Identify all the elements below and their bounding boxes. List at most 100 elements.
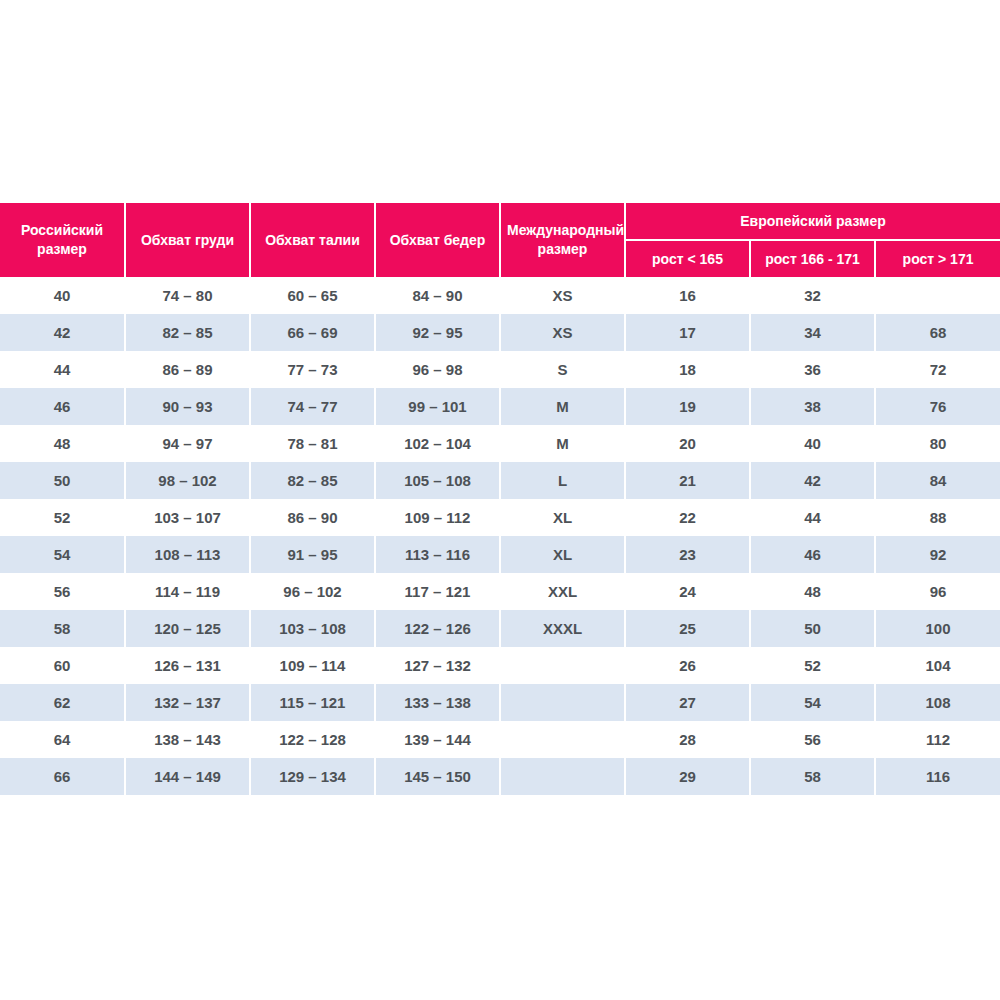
table-cell: XS bbox=[500, 314, 625, 351]
table-row: 64138 – 143122 – 128139 – 1442856112 bbox=[0, 721, 1000, 758]
table-cell bbox=[875, 277, 1000, 314]
table-cell: M bbox=[500, 425, 625, 462]
table-cell: L bbox=[500, 462, 625, 499]
table-cell: 120 – 125 bbox=[125, 610, 250, 647]
table-cell: 58 bbox=[0, 610, 125, 647]
table-cell: 32 bbox=[750, 277, 875, 314]
table-cell: 138 – 143 bbox=[125, 721, 250, 758]
table-cell: 48 bbox=[750, 573, 875, 610]
column-header-height-over-171: рост > 171 bbox=[875, 240, 1000, 277]
table-cell: 38 bbox=[750, 388, 875, 425]
table-cell: 96 bbox=[875, 573, 1000, 610]
table-cell: 109 – 112 bbox=[375, 499, 500, 536]
table-cell: 42 bbox=[0, 314, 125, 351]
table-cell: 109 – 114 bbox=[250, 647, 375, 684]
table-cell: 90 – 93 bbox=[125, 388, 250, 425]
table-cell: 17 bbox=[625, 314, 750, 351]
table-cell: 19 bbox=[625, 388, 750, 425]
table-cell: 88 bbox=[875, 499, 1000, 536]
table-row: 4486 – 8977 – 7396 – 98S183672 bbox=[0, 351, 1000, 388]
table-row: 4690 – 9374 – 7799 – 101M193876 bbox=[0, 388, 1000, 425]
table-cell: 26 bbox=[625, 647, 750, 684]
table-cell: 74 – 77 bbox=[250, 388, 375, 425]
table-cell: 122 – 128 bbox=[250, 721, 375, 758]
table-cell: 40 bbox=[750, 425, 875, 462]
table-cell: 68 bbox=[875, 314, 1000, 351]
table-cell: 72 bbox=[875, 351, 1000, 388]
table-cell: 24 bbox=[625, 573, 750, 610]
table-cell: 54 bbox=[750, 684, 875, 721]
table-cell: 127 – 132 bbox=[375, 647, 500, 684]
table-cell: 27 bbox=[625, 684, 750, 721]
table-cell: 56 bbox=[0, 573, 125, 610]
table-cell: 60 bbox=[0, 647, 125, 684]
table-cell: 112 bbox=[875, 721, 1000, 758]
table-cell: 114 – 119 bbox=[125, 573, 250, 610]
table-cell bbox=[500, 684, 625, 721]
table-row: 60126 – 131109 – 114127 – 1322652104 bbox=[0, 647, 1000, 684]
table-cell: 92 bbox=[875, 536, 1000, 573]
table-cell: 22 bbox=[625, 499, 750, 536]
table-cell: 84 bbox=[875, 462, 1000, 499]
table-cell: 133 – 138 bbox=[375, 684, 500, 721]
table-cell: 115 – 121 bbox=[250, 684, 375, 721]
table-cell: 21 bbox=[625, 462, 750, 499]
table-row: 4074 – 8060 – 6584 – 90XS1632 bbox=[0, 277, 1000, 314]
table-cell: 58 bbox=[750, 758, 875, 795]
table-row: 4894 – 9778 – 81102 – 104M204080 bbox=[0, 425, 1000, 462]
table-cell: 77 – 73 bbox=[250, 351, 375, 388]
table-cell: 76 bbox=[875, 388, 1000, 425]
table-row: 66144 – 149129 – 134145 – 1502958116 bbox=[0, 758, 1000, 795]
table-cell: 104 bbox=[875, 647, 1000, 684]
table-cell: 80 bbox=[875, 425, 1000, 462]
table-cell: 48 bbox=[0, 425, 125, 462]
table-cell: 50 bbox=[750, 610, 875, 647]
table-row: 52103 – 10786 – 90109 – 112XL224488 bbox=[0, 499, 1000, 536]
table-cell: 105 – 108 bbox=[375, 462, 500, 499]
table-cell: 144 – 149 bbox=[125, 758, 250, 795]
table-cell: 86 – 89 bbox=[125, 351, 250, 388]
column-header-waist: Обхват талии bbox=[250, 203, 375, 277]
table-cell bbox=[500, 647, 625, 684]
column-header-hips: Обхват бедер bbox=[375, 203, 500, 277]
table-cell bbox=[500, 758, 625, 795]
table-cell: 28 bbox=[625, 721, 750, 758]
table-cell: 52 bbox=[750, 647, 875, 684]
table-cell: 96 – 98 bbox=[375, 351, 500, 388]
column-header-height-under-165: рост < 165 bbox=[625, 240, 750, 277]
table-header: Российский размер Обхват груди Обхват та… bbox=[0, 203, 1000, 277]
table-cell: 42 bbox=[750, 462, 875, 499]
table-cell: 94 – 97 bbox=[125, 425, 250, 462]
table-row: 5098 – 10282 – 85105 – 108L214284 bbox=[0, 462, 1000, 499]
table-cell: 60 – 65 bbox=[250, 277, 375, 314]
table-cell: 99 – 101 bbox=[375, 388, 500, 425]
table-cell: S bbox=[500, 351, 625, 388]
table-cell: 46 bbox=[750, 536, 875, 573]
table-row: 56114 – 11996 – 102117 – 121XXL244896 bbox=[0, 573, 1000, 610]
table-cell: 82 – 85 bbox=[250, 462, 375, 499]
table-cell: XXXL bbox=[500, 610, 625, 647]
table-cell: 86 – 90 bbox=[250, 499, 375, 536]
table-cell: 66 – 69 bbox=[250, 314, 375, 351]
table-cell: 23 bbox=[625, 536, 750, 573]
table-cell: 103 – 108 bbox=[250, 610, 375, 647]
table-cell: 116 bbox=[875, 758, 1000, 795]
table-cell: XL bbox=[500, 499, 625, 536]
table-cell: 50 bbox=[0, 462, 125, 499]
table-cell: XXL bbox=[500, 573, 625, 610]
table-cell: 84 – 90 bbox=[375, 277, 500, 314]
header-row-top: Российский размер Обхват груди Обхват та… bbox=[0, 203, 1000, 240]
column-header-russian-size: Российский размер bbox=[0, 203, 125, 277]
table-cell: 132 – 137 bbox=[125, 684, 250, 721]
table-cell: M bbox=[500, 388, 625, 425]
table-cell: 100 bbox=[875, 610, 1000, 647]
table-cell: 29 bbox=[625, 758, 750, 795]
table-cell: 145 – 150 bbox=[375, 758, 500, 795]
table-cell: 20 bbox=[625, 425, 750, 462]
table-cell: 40 bbox=[0, 277, 125, 314]
table-cell: 66 bbox=[0, 758, 125, 795]
size-chart: Российский размер Обхват груди Обхват та… bbox=[0, 203, 1000, 795]
table-cell: 92 – 95 bbox=[375, 314, 500, 351]
table-cell: 98 – 102 bbox=[125, 462, 250, 499]
table-cell: XL bbox=[500, 536, 625, 573]
